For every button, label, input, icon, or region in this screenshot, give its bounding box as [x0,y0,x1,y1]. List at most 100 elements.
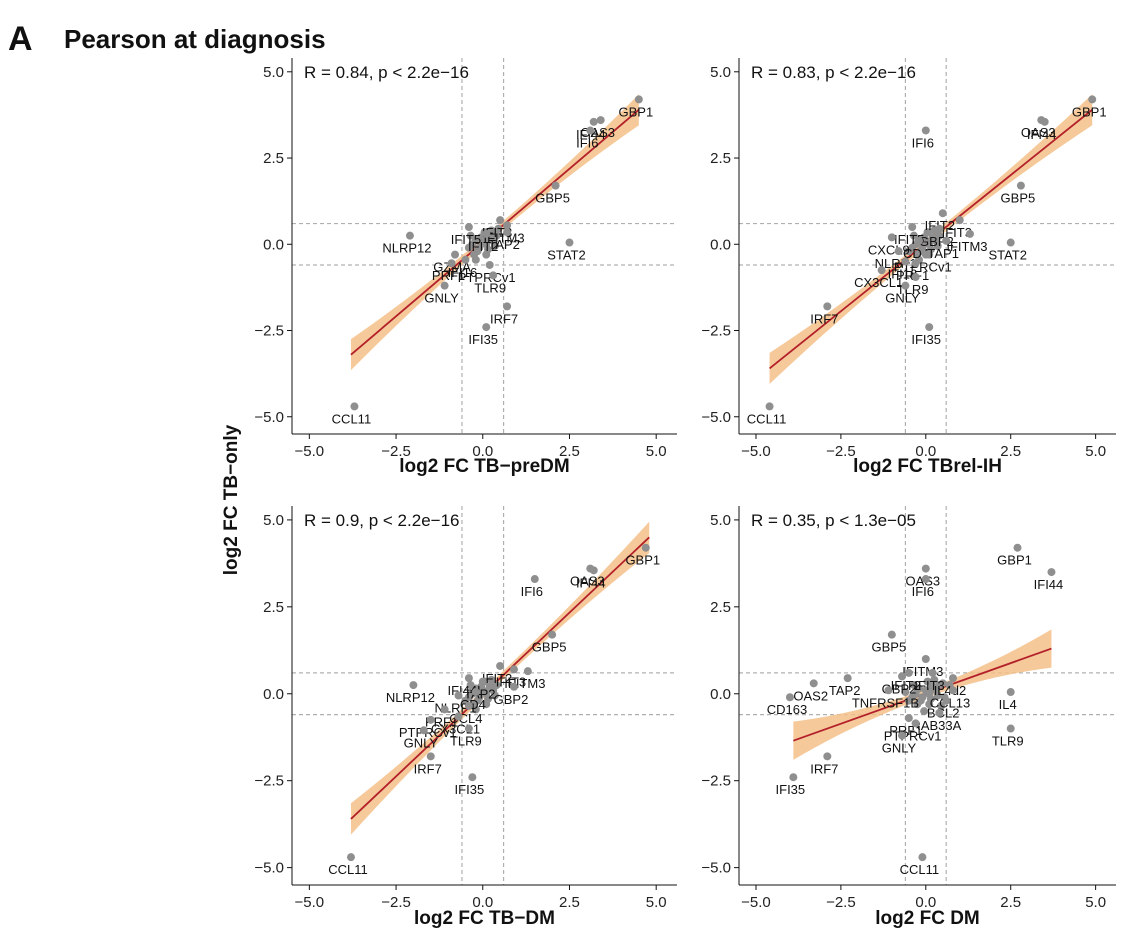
gene-point [918,853,927,862]
gene-label: IFITM3 [483,230,524,245]
gene-label: IRF7 [414,761,442,776]
gene-point [942,696,951,705]
gene-label: CCL11 [332,411,372,426]
gene-label: PTPRCv1 [458,270,516,285]
gene-point [909,231,918,240]
gene-label: GNLY [882,740,917,755]
gene-point [1006,688,1015,697]
gene-point [471,688,480,697]
gene-label: GNLY [404,735,439,750]
gene-point [911,259,920,268]
scatter-panel-tb-predm: GBP1OAS3IFI44IFI6GBP5IFIT3IFITM3IFIT5IFI… [254,58,677,477]
x-tick-label: 5.0 [1085,443,1106,460]
gene-point [490,242,499,250]
gene-label: GBP5 [871,640,906,655]
gene-point [937,701,946,710]
gene-point [955,216,964,225]
gene-label: IFI44 [1027,127,1057,142]
gene-label: IFI6 [912,584,934,599]
gene-label: TLR9 [474,280,506,295]
gene-point [921,575,930,584]
scatter-panel-dm: GBP1IFI44OAS3IFI6GBP5IFITM3IFIT2IFIT3IL4… [701,506,1116,929]
gene-point [909,681,918,690]
gene-label: GBP1 [997,553,1032,568]
panel-letter: A [8,20,33,58]
gene-point [898,672,907,681]
gene-point [461,255,470,264]
gene-label: IRF7 [490,311,518,326]
gene-point [928,668,937,677]
gene-point [509,682,518,691]
gene-label: GBP5 [535,191,570,206]
gene-label: IFI35 [776,782,806,797]
gene-label: CCL11 [328,862,368,877]
gene-point [921,126,930,135]
gene-point [419,726,428,735]
gene-label: TAP2 [829,683,861,698]
y-tick-label: 5.0 [710,64,731,81]
gene-point [935,708,944,717]
gene-point [440,705,449,714]
gene-point [908,223,917,232]
gene-point [789,773,798,782]
y-tick-label: −5.0 [254,409,284,426]
gene-label: PRF1 [432,268,465,283]
x-tick-label: 0.0 [472,894,493,911]
gene-label: IFIT5 [451,232,481,247]
gene-point [901,257,910,266]
gene-point [809,679,818,688]
gene-label: TNFRSF1B [852,695,919,710]
gene-point [487,675,496,684]
gene-point [921,654,930,663]
gene-point [920,707,929,716]
gene-point [426,715,435,724]
gene-point [634,95,643,104]
gene-point [482,700,491,709]
gene-label: IFI44 [1034,577,1064,592]
gene-point [1006,724,1015,733]
gene-point [466,231,475,240]
gene-point [913,700,922,709]
gene-label: TAP1 [927,246,959,261]
x-tick-label: −2.5 [381,894,411,911]
gene-label: GNLY [424,291,459,306]
gene-point [492,681,501,690]
correlation-annotation: R = 0.83, p < 2.2e−16 [751,63,916,82]
gene-point [887,630,896,639]
gene-point [478,677,487,686]
gene-point [933,242,942,250]
gene-label: IFI16 [888,267,918,282]
gene-label: IFI16 [448,265,478,280]
gene-label: GBP2 [494,692,529,707]
gene-point [471,255,480,264]
y-tick-label: 2.5 [263,599,284,616]
gene-point [904,696,913,705]
gene-point [942,236,951,245]
gene-label: TAP2 [488,237,520,252]
shared-y-axis-label: log2 FC TB−only [221,424,242,575]
gene-point [509,665,518,674]
gene-label: CD4 [903,246,929,261]
gene-point [1016,181,1025,190]
gene-point [1088,95,1097,104]
gene-label: IFI35 [468,332,498,347]
y-tick-label: 0.0 [263,686,284,703]
gene-point [490,691,499,700]
x-axis-label: log2 FC TB−preDM [399,456,569,477]
x-axis-label: log2 FC TBrel-IH [853,456,1002,477]
x-tick-label: 2.5 [1000,443,1021,460]
regression-line [350,536,650,820]
gene-label: IFIT3 [496,674,526,689]
gene-label: IFI6 [912,135,934,150]
y-tick-label: 5.0 [710,512,731,529]
gene-label: GBP5 [1001,191,1036,206]
x-tick-label: 0.0 [472,443,493,460]
gene-point [843,674,852,683]
gene-point [925,700,934,709]
gene-point [405,231,414,240]
gene-label: IFITM3 [946,239,987,254]
gene-point [464,701,473,710]
gene-point [447,259,456,268]
gene-label: TLR9 [450,734,482,749]
